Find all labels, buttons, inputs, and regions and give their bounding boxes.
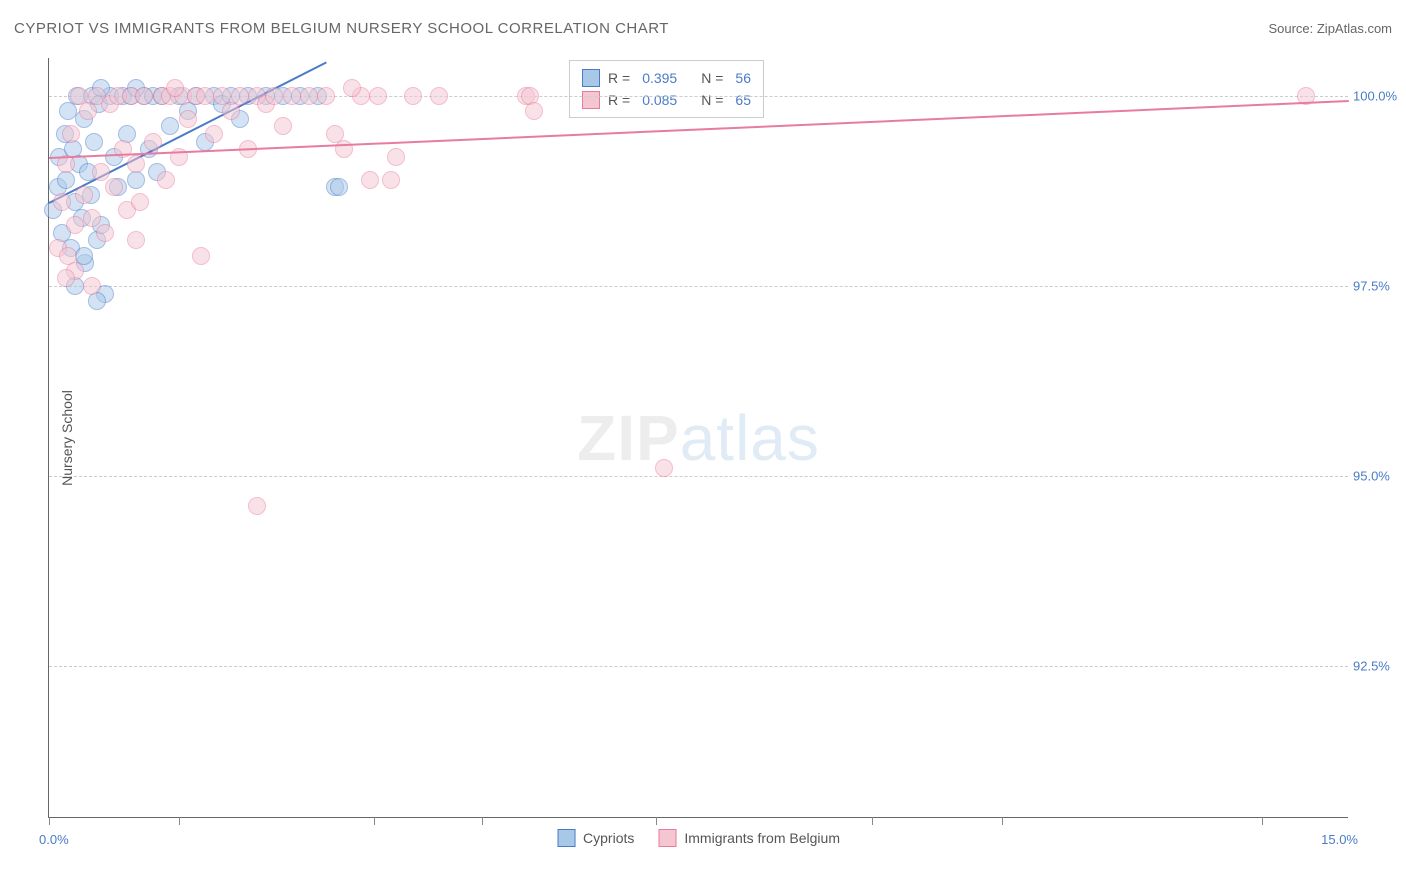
y-tick-label: 95.0% bbox=[1353, 469, 1406, 484]
stats-legend: R = 0.395 N = 56 R = 0.085 N = 65 bbox=[569, 60, 764, 118]
data-point bbox=[127, 155, 145, 173]
data-point bbox=[317, 87, 335, 105]
data-point bbox=[62, 125, 80, 143]
x-tick bbox=[872, 817, 873, 825]
data-point bbox=[157, 171, 175, 189]
data-point bbox=[205, 125, 223, 143]
legend-swatch bbox=[557, 829, 575, 847]
y-tick-label: 100.0% bbox=[1353, 89, 1406, 104]
data-point bbox=[92, 163, 110, 181]
data-point bbox=[231, 87, 249, 105]
data-point bbox=[179, 110, 197, 128]
x-tick bbox=[1262, 817, 1263, 825]
gridline bbox=[49, 286, 1348, 287]
legend-r-label: R = bbox=[608, 92, 630, 108]
legend-r-value: 0.085 bbox=[642, 92, 677, 108]
data-point bbox=[53, 193, 71, 211]
legend-swatch bbox=[582, 69, 600, 87]
data-point bbox=[96, 224, 114, 242]
data-point bbox=[525, 102, 543, 120]
legend-n-label: N = bbox=[701, 92, 723, 108]
gridline bbox=[49, 666, 1348, 667]
legend-row: R = 0.395 N = 56 bbox=[582, 67, 751, 89]
legend-r-label: R = bbox=[608, 70, 630, 86]
legend-item: Immigrants from Belgium bbox=[658, 829, 840, 847]
data-point bbox=[83, 209, 101, 227]
legend-swatch bbox=[658, 829, 676, 847]
data-point bbox=[430, 87, 448, 105]
data-point bbox=[382, 171, 400, 189]
y-tick-label: 97.5% bbox=[1353, 279, 1406, 294]
x-tick bbox=[49, 817, 50, 825]
data-point bbox=[274, 117, 292, 135]
chart-title: CYPRIOT VS IMMIGRANTS FROM BELGIUM NURSE… bbox=[14, 20, 669, 37]
x-tick bbox=[374, 817, 375, 825]
x-tick bbox=[482, 817, 483, 825]
x-axis-max-label: 15.0% bbox=[1321, 832, 1358, 847]
legend-n-value: 65 bbox=[735, 92, 751, 108]
data-point bbox=[300, 87, 318, 105]
data-point bbox=[330, 178, 348, 196]
legend-label: Immigrants from Belgium bbox=[684, 830, 840, 846]
legend-n-value: 56 bbox=[735, 70, 751, 86]
data-point bbox=[343, 79, 361, 97]
data-point bbox=[265, 87, 283, 105]
x-tick bbox=[1002, 817, 1003, 825]
series-legend: Cypriots Immigrants from Belgium bbox=[557, 829, 840, 847]
data-point bbox=[144, 133, 162, 151]
y-tick-label: 92.5% bbox=[1353, 659, 1406, 674]
data-point bbox=[196, 87, 214, 105]
legend-r-value: 0.395 bbox=[642, 70, 677, 86]
data-point bbox=[404, 87, 422, 105]
data-point bbox=[161, 117, 179, 135]
data-point bbox=[166, 79, 184, 97]
x-tick bbox=[179, 817, 180, 825]
legend-n-label: N = bbox=[701, 70, 723, 86]
legend-item: Cypriots bbox=[557, 829, 634, 847]
data-point bbox=[192, 247, 210, 265]
data-point bbox=[75, 186, 93, 204]
data-point bbox=[283, 87, 301, 105]
x-axis-min-label: 0.0% bbox=[39, 832, 69, 847]
data-point bbox=[66, 216, 84, 234]
data-point bbox=[127, 231, 145, 249]
data-point bbox=[131, 193, 149, 211]
data-point bbox=[387, 148, 405, 166]
data-point bbox=[135, 87, 153, 105]
legend-label: Cypriots bbox=[583, 830, 634, 846]
gridline bbox=[49, 476, 1348, 477]
data-point bbox=[57, 269, 75, 287]
data-point bbox=[83, 277, 101, 295]
y-axis-title: Nursery School bbox=[59, 390, 75, 486]
x-tick bbox=[656, 817, 657, 825]
data-point bbox=[361, 171, 379, 189]
watermark: ZIPatlas bbox=[577, 401, 820, 475]
legend-swatch bbox=[582, 91, 600, 109]
data-point bbox=[248, 497, 266, 515]
data-point bbox=[655, 459, 673, 477]
data-point bbox=[85, 133, 103, 151]
data-point bbox=[369, 87, 387, 105]
source-label: Source: ZipAtlas.com bbox=[1268, 21, 1392, 36]
legend-row: R = 0.085 N = 65 bbox=[582, 89, 751, 111]
plot-area: Nursery School 0.0% 15.0% ZIPatlas R =0.… bbox=[48, 58, 1348, 818]
data-point bbox=[105, 178, 123, 196]
